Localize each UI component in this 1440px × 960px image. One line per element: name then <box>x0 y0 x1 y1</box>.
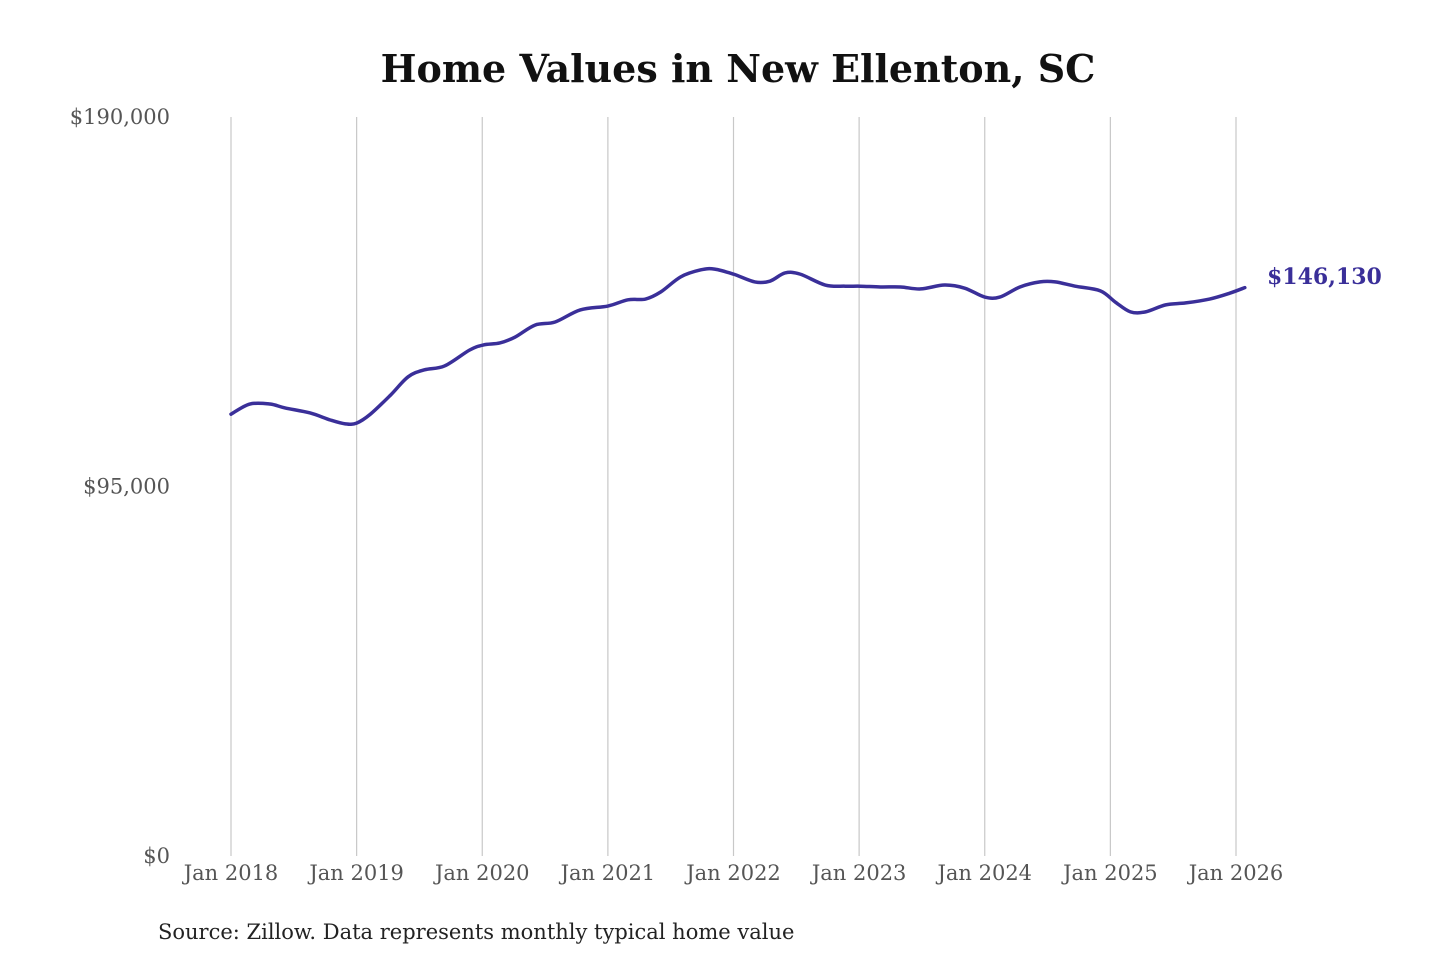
chart-title: Home Values in New Ellenton, SC <box>381 46 1096 91</box>
x-tick-label: Jan 2019 <box>307 861 404 885</box>
y-tick-label: $190,000 <box>70 105 170 129</box>
series-line <box>229 266 1247 427</box>
x-tick-label: Jan 2021 <box>559 861 656 885</box>
x-tick-label: Jan 2020 <box>433 861 530 885</box>
x-tick-label: Jan 2024 <box>935 861 1032 885</box>
grid-lines <box>230 117 1237 856</box>
x-tick-label: Jan 2022 <box>684 861 781 885</box>
y-tick-label: $95,000 <box>83 475 170 499</box>
x-tick-label: Jan 2018 <box>182 861 279 885</box>
x-tick-label: Jan 2025 <box>1061 861 1158 885</box>
x-tick-label: Jan 2023 <box>810 861 907 885</box>
source-note: Source: Zillow. Data represents monthly … <box>158 920 794 944</box>
x-tick-label: Jan 2026 <box>1187 861 1284 885</box>
y-axis: $190,000 $95,000 $0 <box>70 105 170 868</box>
end-value-label: $146,130 <box>1267 264 1382 290</box>
y-tick-label: $0 <box>143 844 170 868</box>
x-axis: Jan 2018 Jan 2019 Jan 2020 Jan 2021 Jan 2022… <box>182 861 1284 885</box>
